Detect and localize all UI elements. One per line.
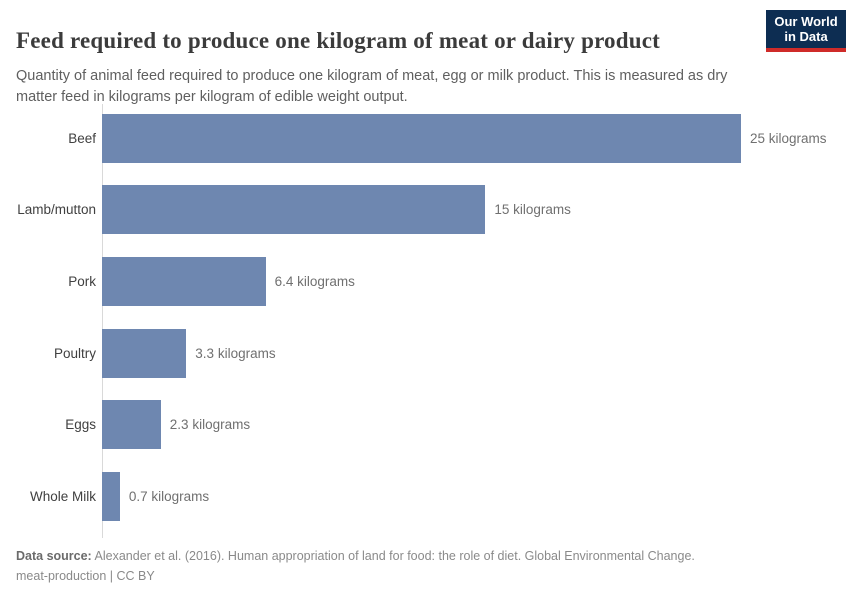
chart-footer: Data source: Alexander et al. (2016). Hu… xyxy=(16,546,826,586)
bar-row: Beef 25 kilograms xyxy=(0,114,850,163)
bar-row: Pork 6.4 kilograms xyxy=(0,257,850,306)
data-source-label: Data source: xyxy=(16,549,92,563)
value-label: 15 kilograms xyxy=(494,202,571,217)
category-label: Whole Milk xyxy=(29,489,96,504)
attribution-line: meat-production | CC BY xyxy=(16,569,155,583)
bar-whole-milk[interactable] xyxy=(102,472,120,521)
value-label: 3.3 kilograms xyxy=(195,346,276,361)
owid-logo-line2: in Data xyxy=(784,29,828,44)
bar-beef[interactable] xyxy=(102,114,741,163)
bar-pork[interactable] xyxy=(102,257,266,306)
category-label: Beef xyxy=(68,131,96,146)
bar-row: Eggs 2.3 kilograms xyxy=(0,400,850,449)
category-label: Lamb/mutton xyxy=(17,202,96,217)
value-label: 0.7 kilograms xyxy=(128,489,210,504)
owid-logo[interactable]: Our World in Data xyxy=(766,10,846,52)
bar-row: Whole Milk 0.7 kilograms xyxy=(0,472,850,521)
category-label: Poultry xyxy=(53,346,96,361)
bar-lamb-mutton[interactable] xyxy=(102,185,486,234)
chart-subtitle: Quantity of animal feed required to prod… xyxy=(16,67,728,105)
bar-poultry[interactable] xyxy=(102,329,187,378)
bar-row: Lamb/mutton 15 kilograms xyxy=(0,185,850,234)
bar-row: Poultry 3.3 kilograms xyxy=(0,329,850,378)
data-source-text: Alexander et al. (2016). Human appropria… xyxy=(91,549,695,563)
owid-logo-line1: Our World xyxy=(774,14,838,29)
value-label: 2.3 kilograms xyxy=(169,417,251,432)
chart-title: Feed required to produce one kilogram of… xyxy=(16,28,661,54)
value-label: 25 kilograms xyxy=(750,131,827,146)
value-label: 6.4 kilograms xyxy=(274,274,355,289)
y-axis-line xyxy=(102,104,103,538)
category-label: Eggs xyxy=(65,417,96,432)
data-source-line: Data source: Alexander et al. (2016). Hu… xyxy=(16,546,826,566)
category-label: Pork xyxy=(68,274,96,289)
bar-eggs[interactable] xyxy=(102,400,161,449)
